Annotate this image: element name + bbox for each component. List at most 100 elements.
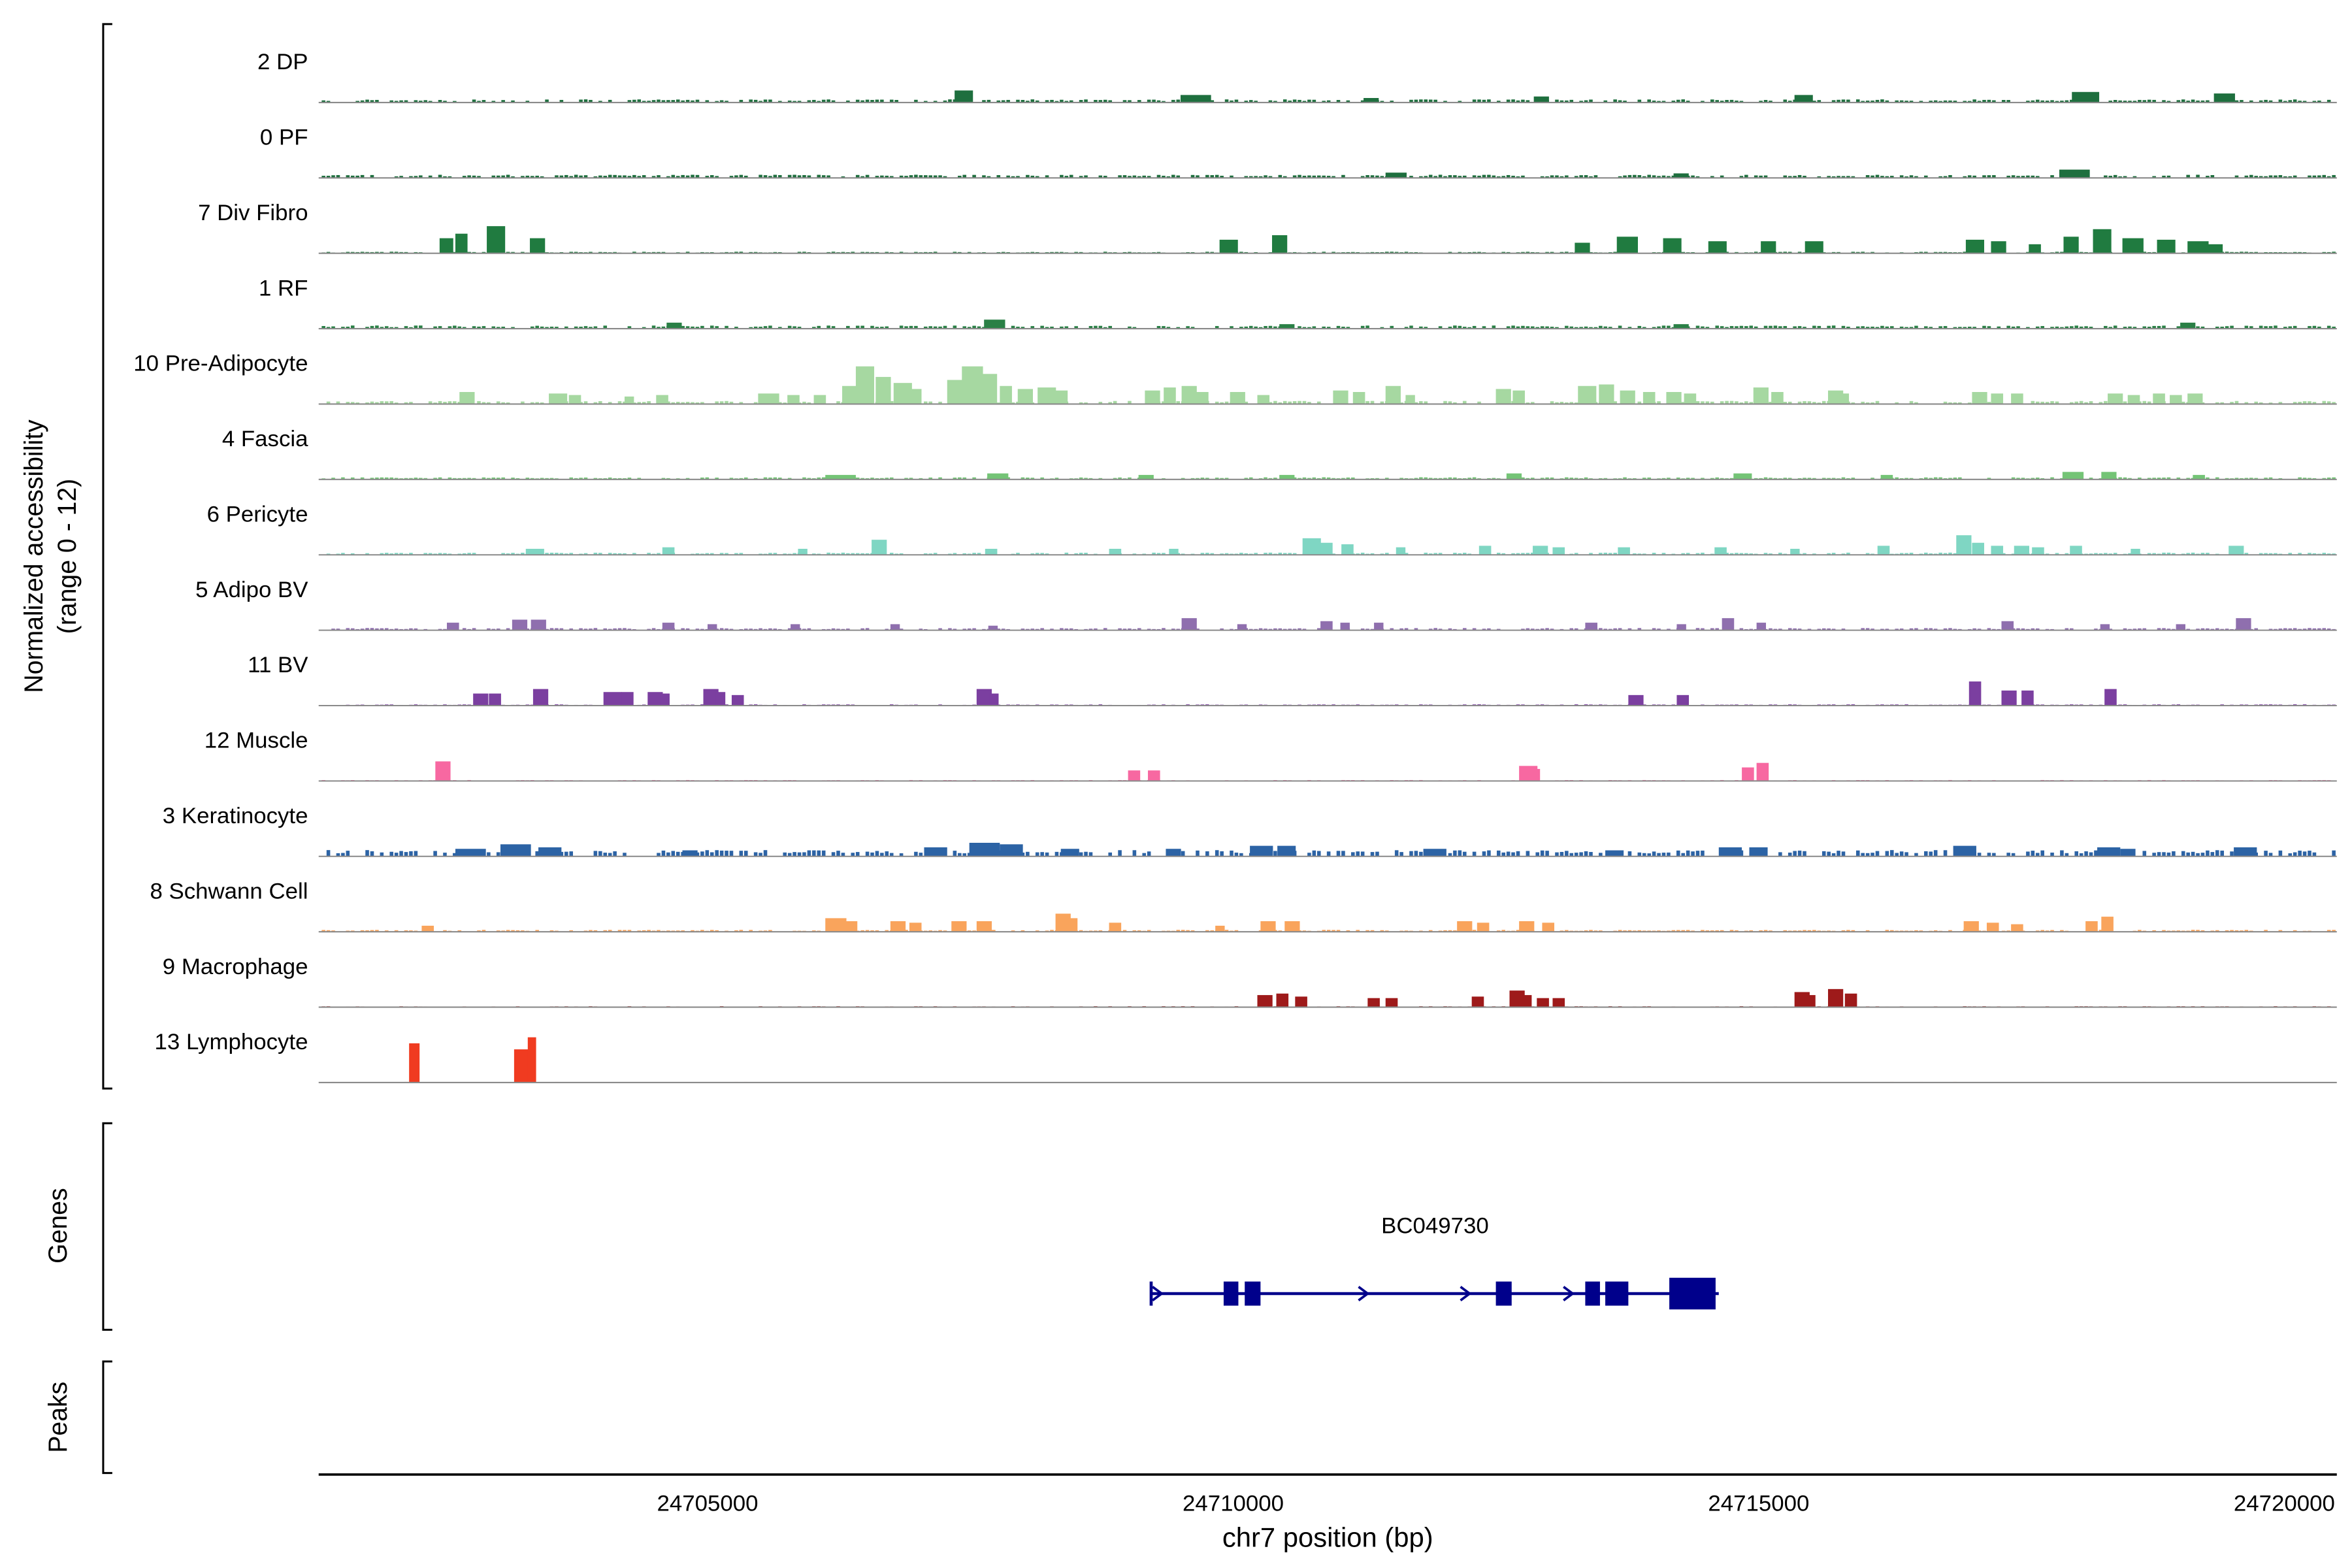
track-9-macrophage: 9 Macrophage: [163, 955, 2337, 1008]
coverage-peak: [791, 624, 800, 630]
track-6-pericyte: 6 Pericyte: [207, 502, 2337, 556]
coverage-peak: [1367, 998, 1380, 1007]
coverage-peak: [1733, 473, 1752, 480]
coverage-peak: [1495, 389, 1511, 404]
coverage-peak: [924, 847, 947, 857]
coverage-peak: [1968, 681, 1982, 706]
coverage-peak: [845, 921, 858, 932]
coverage-peak: [1828, 390, 1844, 404]
coverage-peak: [1718, 847, 1742, 857]
coverage-peak: [1000, 844, 1023, 857]
coverage-peak: [2101, 917, 2114, 932]
coverage-peak: [1756, 623, 1767, 630]
coverage-peak: [1385, 385, 1401, 404]
coverage-peak: [1965, 239, 1985, 253]
track-label-2-dp: 2 DP: [257, 50, 308, 74]
coverage-peak: [1166, 849, 1181, 857]
track-label-9-macrophage: 9 Macrophage: [163, 955, 308, 979]
strand-arrow-icon: [1358, 1286, 1370, 1301]
coverage-peak: [1708, 241, 1727, 253]
coverage-peak: [893, 383, 912, 404]
coverage-peak: [2229, 546, 2244, 555]
exon-block: [1669, 1277, 1716, 1310]
coverage-peak: [455, 849, 486, 857]
coverage-peak: [976, 689, 992, 706]
x-axis-title: chr7 position (bp): [1222, 1522, 1433, 1553]
coverage-peak: [985, 549, 998, 555]
coverage-peak: [1138, 474, 1154, 480]
coverage-peak: [1790, 549, 1800, 555]
coverage-peak: [1552, 547, 1565, 555]
strand-arrow-icon: [1152, 1286, 1164, 1301]
x-tick-label: 24720000: [2234, 1491, 2335, 1516]
track-label-7-div-fibro: 7 Div Fibro: [198, 201, 308, 225]
coverage-peak: [2032, 547, 2044, 555]
coverage-peak: [2011, 924, 2023, 932]
exon-block: [1245, 1281, 1261, 1306]
genes-bracket: [102, 1122, 112, 1331]
coverage-peak: [951, 921, 967, 932]
coverage-peak: [1037, 387, 1056, 404]
coverage-peak: [2059, 169, 2090, 178]
coverage-peak: [455, 233, 468, 253]
x-axis: 24705000 24710000 24715000 24720000: [318, 1473, 2337, 1516]
strand-arrow-icon: [1460, 1286, 1472, 1301]
coverage-peak: [1512, 390, 1525, 404]
track-label-0-pf: 0 PF: [260, 125, 308, 150]
coverage-peak: [2097, 847, 2121, 857]
coverage-peak: [1509, 990, 1525, 1007]
coverage-peak: [1181, 385, 1197, 404]
coverage-peak: [527, 1037, 536, 1083]
coverage-peak: [2001, 621, 2014, 630]
peaks-section-label: Peaks: [44, 1382, 73, 1453]
coverage-peak: [2014, 546, 2029, 555]
coverage-peak: [530, 238, 546, 253]
x-tick-label: 24715000: [1708, 1491, 1809, 1516]
coverage-peak: [842, 385, 858, 404]
coverage-peak: [1364, 98, 1379, 103]
coverage-peak: [2207, 244, 2223, 253]
coverage-peak: [1761, 241, 1776, 253]
coverage-peak: [2213, 93, 2235, 103]
coverage-peak: [603, 692, 622, 706]
coverage-peak: [2029, 244, 2041, 253]
coverage-peak: [459, 392, 475, 404]
genes-section-label: Genes: [44, 1188, 73, 1264]
coverage-peak: [1991, 393, 2004, 404]
coverage-peak: [1844, 993, 1857, 1007]
coverage-peak: [1533, 96, 1549, 103]
coverage-peak: [731, 694, 744, 706]
coverage-peak: [1575, 242, 1590, 253]
coverage-peak: [647, 692, 663, 706]
coverage-peak: [1756, 762, 1769, 781]
coverage-peak: [489, 693, 501, 706]
coverage-peak: [1219, 239, 1238, 253]
coverage-peak: [1991, 241, 2006, 253]
strand-arrow-icon: [1563, 1286, 1575, 1301]
coverage-peak: [1230, 392, 1245, 404]
coverage-peak: [531, 619, 546, 630]
coverage-peak: [1333, 390, 1348, 404]
coverage-peak: [1215, 925, 1225, 932]
coverage-peak: [955, 90, 973, 103]
coverage-peak: [1642, 392, 1656, 404]
x-tick-label: 24705000: [657, 1491, 759, 1516]
coverage-peak: [2176, 624, 2185, 630]
coverage-peak: [1340, 623, 1350, 630]
coverage-peak: [1068, 918, 1078, 932]
coverage-peak: [1742, 767, 1754, 781]
coverage-peak: [487, 226, 506, 253]
track-label-1-rf: 1 RF: [259, 276, 308, 301]
coverage-peak: [1991, 546, 2004, 555]
coverage-peak: [1530, 768, 1541, 781]
coverage-peak: [532, 689, 549, 706]
coverage-peak: [947, 380, 962, 404]
coverage-peak: [1880, 474, 1893, 480]
track-2-dp: 2 DP: [257, 50, 2337, 103]
y-axis-label-line2: (range 0 - 12): [53, 479, 82, 634]
coverage-peak: [1522, 995, 1532, 1007]
coverage-peak: [813, 395, 826, 404]
coverage-peak: [439, 238, 453, 253]
track-10-pre-adipocyte: 10 Pre-Adipocyte: [133, 351, 2337, 405]
coverage-peak: [662, 547, 675, 555]
